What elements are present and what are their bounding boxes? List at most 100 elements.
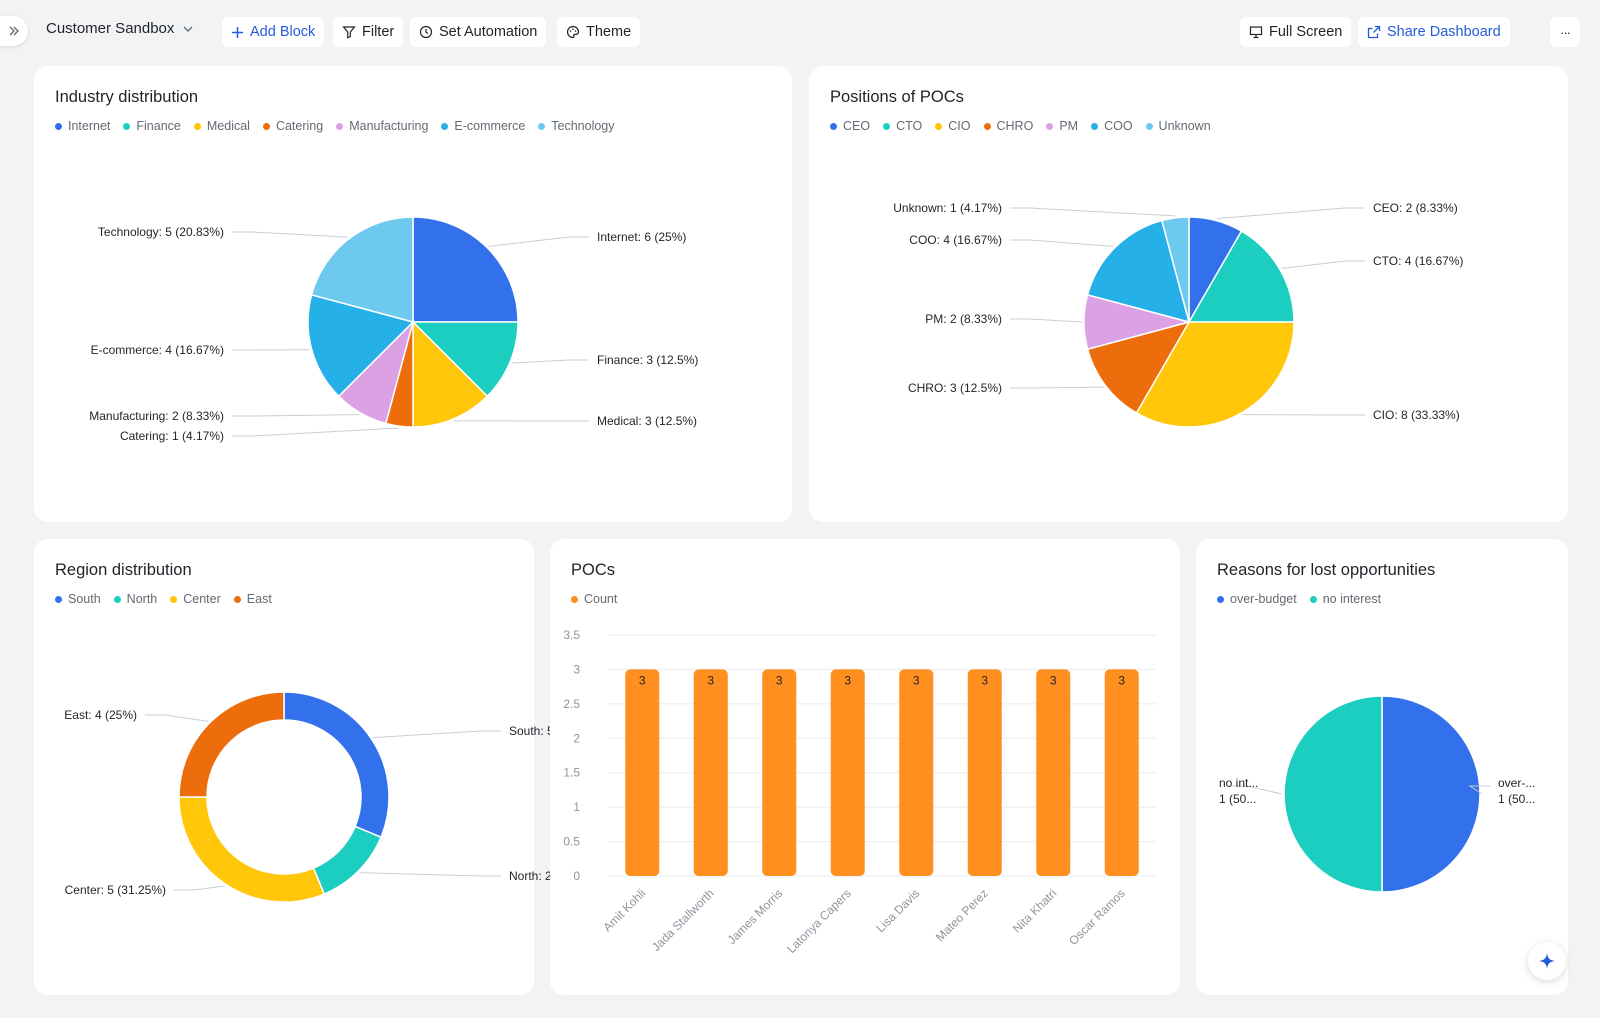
bar-amit-kohli[interactable] <box>625 669 660 876</box>
legend-item-manufacturing[interactable]: Manufacturing <box>336 119 428 133</box>
y-tick-label: 3.5 <box>563 628 580 642</box>
pie-slice-unknown[interactable] <box>1160 216 1190 323</box>
legend-dot <box>170 595 178 603</box>
legend-item-finance[interactable]: Finance <box>123 119 181 133</box>
legend-item-e-commerce[interactable]: E-commerce <box>441 119 525 133</box>
chart-legend: Internet Finance Medical Catering Manufactur… <box>55 119 615 133</box>
slice-label: East: 4 (25%) <box>64 708 137 722</box>
legend-item-count[interactable]: Count <box>571 592 617 606</box>
pie-slice-cio[interactable] <box>1135 321 1295 428</box>
legend-dot <box>336 122 344 130</box>
legend-item-east[interactable]: East <box>233 592 272 606</box>
chart-legend: Count <box>571 592 617 606</box>
slice-label: CTO: 4 (16.67%) <box>1373 254 1463 268</box>
pie-slice-e-commerce[interactable] <box>307 293 415 398</box>
legend-label: Internet <box>68 119 111 133</box>
slice-label: E-commerce: 4 (16.67%) <box>91 343 224 357</box>
y-tick-label: 1.5 <box>563 766 580 780</box>
pie-slice-coo[interactable] <box>1086 219 1191 324</box>
legend-label: PM <box>1059 119 1079 133</box>
legend-item-ceo[interactable]: CEO <box>830 119 870 133</box>
bar-latonya-capers[interactable] <box>830 669 865 876</box>
pie-slice-center[interactable] <box>178 796 326 903</box>
legend-label: Count <box>584 592 618 606</box>
legend-item-catering[interactable]: Catering <box>262 119 323 133</box>
legend-label: Finance <box>136 119 181 133</box>
share-dashboard-button[interactable]: Share Dashboard <box>1358 17 1510 47</box>
legend-item-over-budget[interactable]: over-budget <box>1217 592 1297 606</box>
pie-slice-north[interactable] <box>312 825 382 895</box>
pie-slice-no-interest[interactable] <box>1283 695 1383 893</box>
add-block-button[interactable]: Add Block <box>222 17 325 47</box>
plus-icon <box>232 26 243 38</box>
legend-item-cio[interactable]: CIO <box>935 119 971 133</box>
legend-item-internet[interactable]: Internet <box>55 119 110 133</box>
legend-dot <box>1145 122 1153 130</box>
pie-slice-finance[interactable] <box>411 321 519 398</box>
bar-value-label: 3 <box>1050 673 1057 687</box>
ai-assistant-button[interactable] <box>1528 942 1566 980</box>
expand-sidebar-button[interactable] <box>0 16 28 46</box>
x-tick-label: Latonya Capers <box>784 886 854 956</box>
x-tick-label: Jada Stallworth <box>649 886 717 954</box>
legend-dot <box>193 122 201 130</box>
presentation-icon <box>1249 26 1263 39</box>
dashboard-title-dropdown[interactable]: Customer Sandbox <box>46 20 194 37</box>
bar-value-label: 3 <box>913 673 920 687</box>
bar-value-label: 3 <box>844 673 851 687</box>
bar-nita-khatri[interactable] <box>1036 669 1071 876</box>
legend-item-pm[interactable]: PM <box>1046 119 1078 133</box>
slice-label: PM: 2 (8.33%) <box>925 312 1002 326</box>
legend-item-coo[interactable]: COO <box>1091 119 1133 133</box>
legend-item-medical[interactable]: Medical <box>193 119 250 133</box>
slice-label: Medical: 3 (12.5%) <box>597 414 697 428</box>
filter-icon <box>342 26 356 39</box>
legend-label: Technology <box>551 119 615 133</box>
y-tick-label: 3 <box>573 662 580 676</box>
legend-dot <box>55 595 62 603</box>
pie-slice-chro[interactable] <box>1086 320 1191 414</box>
leader-line <box>359 872 501 877</box>
leader-line <box>1010 239 1114 247</box>
bar-oscar-ramos[interactable] <box>1104 669 1139 876</box>
bar-value-label: 3 <box>981 673 988 687</box>
legend-item-unknown[interactable]: Unknown <box>1145 119 1211 133</box>
bar-mateo-perez[interactable] <box>967 669 1002 876</box>
pie-slice-medical[interactable] <box>412 320 489 428</box>
legend-item-center[interactable]: Center <box>170 592 221 606</box>
pocs-bar-chart: 0 0.5 1 1.5 2 2.5 3 3.5 3 Amit Kohli 3 Jada Stallwo… <box>563 628 1156 956</box>
pie-slice-east[interactable] <box>178 691 285 798</box>
leader-line <box>1281 260 1365 269</box>
legend-dot <box>935 122 943 130</box>
legend-dot <box>55 122 62 130</box>
slice-label: 1 (50... <box>1219 792 1256 806</box>
legend-item-no-interest[interactable]: no interest <box>1309 592 1382 606</box>
y-tick-label: 1 <box>573 800 580 814</box>
theme-button[interactable]: Theme <box>557 17 641 47</box>
x-tick-label: Nita Khatri <box>1010 886 1060 936</box>
pie-slice-internet[interactable] <box>412 216 519 323</box>
legend-label: CEO <box>843 119 871 133</box>
set-automation-button[interactable]: Set Automation <box>410 17 547 47</box>
legend-item-north[interactable]: North <box>113 592 157 606</box>
double-chevron-right-icon <box>9 26 19 36</box>
leader-line <box>488 236 589 247</box>
filter-button[interactable]: Filter <box>333 17 404 47</box>
bar-jada-stallworth[interactable] <box>693 669 728 876</box>
full-screen-button[interactable]: Full Screen <box>1240 17 1352 47</box>
pie-slice-technology[interactable] <box>310 216 414 323</box>
slice-label: Center: 5 (31.25%) <box>65 883 166 897</box>
bar-lisa-davis[interactable] <box>899 669 934 876</box>
legend-item-south[interactable]: South <box>55 592 101 606</box>
legend-item-cto[interactable]: CTO <box>883 119 922 133</box>
legend-label: no interest <box>1322 592 1382 606</box>
legend-item-chro[interactable]: CHRO <box>983 119 1033 133</box>
pie-slice-south[interactable] <box>283 691 390 839</box>
lost-opportunities-pie-chart: over-... 1 (50... no int... 1 (50... <box>1219 695 1535 893</box>
more-options-button[interactable]: ··· <box>1550 17 1580 47</box>
legend-dot <box>571 595 578 603</box>
pie-slice-cto[interactable] <box>1187 230 1295 323</box>
bar-james-morris[interactable] <box>762 669 797 876</box>
pie-slice-over-budget[interactable] <box>1381 695 1481 893</box>
legend-item-technology[interactable]: Technology <box>538 119 615 133</box>
